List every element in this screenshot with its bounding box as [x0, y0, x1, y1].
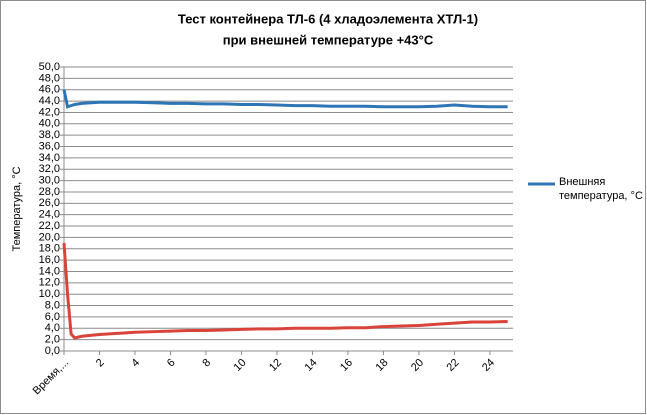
- chart-title: Тест контейнера ТЛ-6 (4 хладоэлемента ХТ…: [178, 11, 478, 26]
- y-tick-label: 4,0: [45, 322, 60, 334]
- y-tick-label: 14,0: [39, 265, 60, 277]
- y-tick-label: 36,0: [39, 140, 60, 152]
- data-line: [62, 89, 508, 109]
- y-tick-label: 48,0: [39, 72, 60, 84]
- y-tick-label: 46,0: [39, 84, 60, 96]
- y-tick-label: 44,0: [39, 95, 60, 107]
- y-tick-label: 16,0: [39, 254, 60, 266]
- y-tick-label: 42,0: [39, 106, 60, 118]
- y-tick-label: 34,0: [39, 152, 60, 164]
- y-tick-label: 18,0: [39, 243, 60, 255]
- y-tick-label: 20,0: [39, 231, 60, 243]
- y-tick-label: 40,0: [39, 118, 60, 130]
- y-tick-label: 22,0: [39, 220, 60, 232]
- y-tick-label: 30,0: [39, 175, 60, 187]
- y-tick-label: 8,0: [45, 299, 60, 311]
- chart-title: при внешней температуре +43°С: [223, 32, 434, 47]
- y-tick-label: 10,0: [39, 288, 60, 300]
- y-tick-label: 24,0: [39, 209, 60, 221]
- data-line: [62, 242, 508, 340]
- y-tick-label: 32,0: [39, 163, 60, 175]
- y-tick-label: 12,0: [39, 277, 60, 289]
- y-tick-label: 28,0: [39, 186, 60, 198]
- y-tick-label: 0,0: [45, 345, 60, 357]
- y-tick-label: 26,0: [39, 197, 60, 209]
- y-tick-label: 6,0: [45, 311, 60, 323]
- legend-label: Внешняя температура, °С: [559, 176, 643, 202]
- y-tick-label: 38,0: [39, 129, 60, 141]
- y-axis-label: Температура, °С: [11, 166, 23, 251]
- y-tick-label: 50,0: [39, 61, 60, 73]
- y-tick-label: 2,0: [45, 334, 60, 346]
